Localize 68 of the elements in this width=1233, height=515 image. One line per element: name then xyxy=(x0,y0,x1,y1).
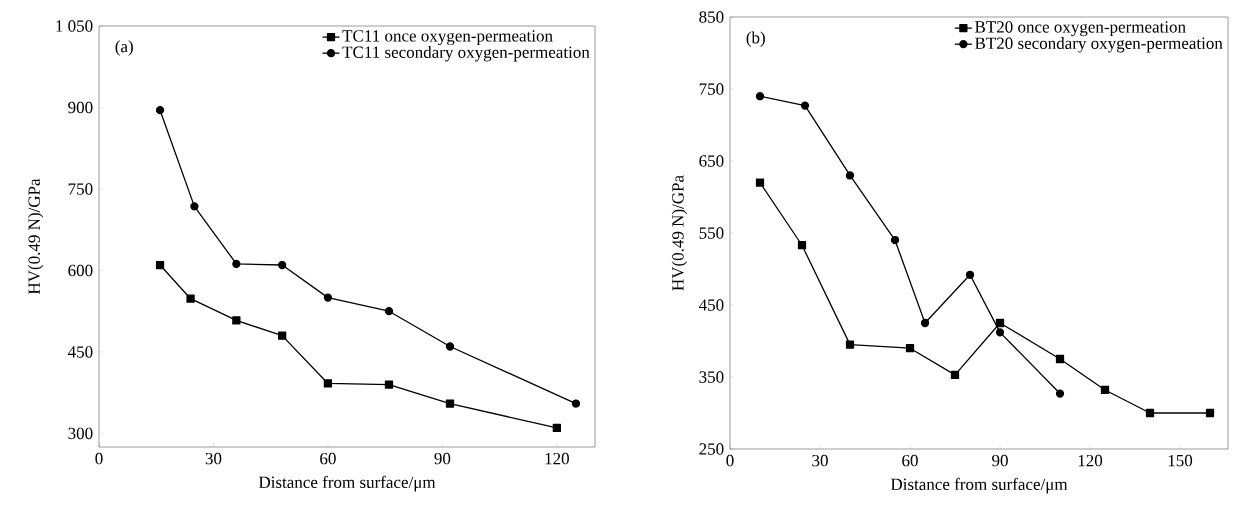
x-tick-label: 120 xyxy=(545,452,569,465)
point xyxy=(845,340,855,349)
point xyxy=(755,178,765,187)
annotation: (b) xyxy=(746,31,765,47)
point xyxy=(323,293,333,302)
y-tick-label: 450 xyxy=(67,346,93,358)
x-tick-label: 60 xyxy=(320,452,336,465)
point xyxy=(995,318,1005,328)
y-tick-label: 1 050 xyxy=(56,20,93,32)
point xyxy=(232,316,241,325)
point xyxy=(1205,408,1215,418)
legend-label: BT20 secondary oxygen-permeation xyxy=(975,37,1223,53)
y-tick-label: 550 xyxy=(699,227,724,239)
y-tick-label: 250 xyxy=(699,443,724,455)
point xyxy=(323,379,333,388)
point xyxy=(278,331,287,340)
y-tick-label: 750 xyxy=(699,83,724,95)
y-tick-label: 600 xyxy=(68,264,93,277)
point xyxy=(1055,354,1065,364)
point xyxy=(186,294,195,303)
y-tick-label: 650 xyxy=(699,155,724,167)
point xyxy=(445,399,455,408)
point xyxy=(1100,385,1110,395)
point xyxy=(845,171,855,180)
x-tick-label: 30 xyxy=(205,452,222,465)
point xyxy=(965,270,975,279)
point xyxy=(190,202,199,211)
point xyxy=(384,307,394,316)
point xyxy=(800,101,810,110)
point xyxy=(890,236,900,245)
point xyxy=(571,399,581,408)
x-tick-label: 60 xyxy=(902,454,918,467)
x-tick-label: 150 xyxy=(1168,454,1193,467)
point xyxy=(1055,389,1065,398)
x-axis-title: Distance from surface/μm xyxy=(890,477,1068,494)
x-tick-label: 90 xyxy=(992,454,1008,467)
y-tick-label: 450 xyxy=(698,299,724,311)
x-tick-label: 30 xyxy=(812,454,828,467)
point xyxy=(755,92,765,101)
x-tick-label: 0 xyxy=(726,454,734,467)
point xyxy=(552,423,561,433)
legend-label: BT20 once oxygen-permeation xyxy=(975,21,1186,37)
point xyxy=(232,259,241,269)
y-axis-title: HV(0.49 N)/GPa xyxy=(27,178,44,295)
point xyxy=(920,318,930,328)
y-tick-label: 750 xyxy=(68,183,93,195)
annotation: (a) xyxy=(115,40,133,56)
point xyxy=(995,328,1005,337)
y-tick-label: 850 xyxy=(699,11,724,23)
point xyxy=(905,344,915,353)
point xyxy=(155,260,165,270)
x-tick-label: 0 xyxy=(95,452,103,465)
point xyxy=(155,106,165,115)
y-tick-label: 900 xyxy=(68,101,93,114)
y-axis-title: HV(0.49 N)/GPa xyxy=(671,175,688,291)
legend-label: TC11 once oxygen-permeation xyxy=(342,30,553,46)
point xyxy=(445,342,455,351)
point xyxy=(384,380,394,389)
point xyxy=(1145,408,1155,418)
point xyxy=(797,241,807,250)
point xyxy=(950,370,960,379)
y-tick-label: 350 xyxy=(699,371,724,383)
y-tick-label: 300 xyxy=(68,427,93,440)
legend-label: TC11 secondary oxygen-permeation xyxy=(342,45,590,62)
x-axis-title: Distance from surface/μm xyxy=(258,475,436,492)
point xyxy=(278,260,287,270)
x-tick-label: 90 xyxy=(434,452,451,465)
x-tick-label: 120 xyxy=(1078,454,1103,467)
